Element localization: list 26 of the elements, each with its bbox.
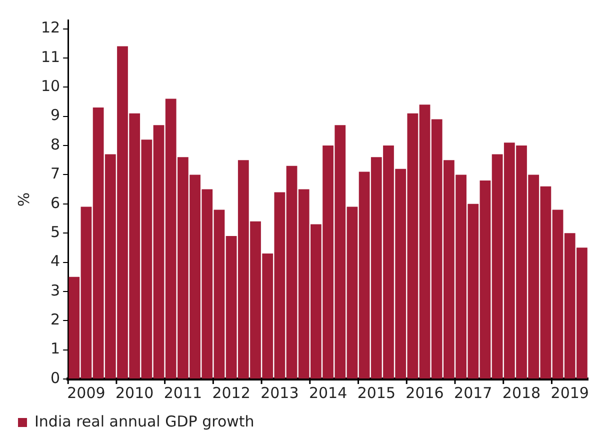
y-tick-label: 11: [40, 48, 60, 66]
y-tick-label: 10: [40, 77, 60, 96]
y-tick-label: 9: [50, 106, 60, 124]
x-tick-label: 2016: [406, 384, 444, 402]
y-tick-label: 3: [50, 281, 60, 300]
y-tick-label: 1: [50, 340, 60, 358]
x-tick-label: 2017: [454, 384, 492, 402]
y-tick-label: 2: [50, 310, 60, 329]
x-tick-label: 2009: [67, 384, 106, 402]
x-tick-label: 2014: [308, 384, 348, 402]
y-tick-label: 12: [40, 18, 60, 37]
y-tick-label: 7: [50, 164, 60, 183]
x-tick-label: 2012: [212, 384, 250, 402]
y-tick-label: 8: [50, 135, 60, 154]
y-axis-title: %: [14, 192, 33, 207]
x-tick-label: 2018: [502, 384, 541, 402]
y-tick-label: 0: [50, 368, 60, 387]
y-tick-label: 6: [50, 194, 60, 212]
x-tick-label: 2015: [357, 384, 396, 402]
legend-label: India real annual GDP growth: [34, 412, 254, 430]
x-tick-label: 2011: [164, 384, 202, 402]
x-tick-label: 2010: [115, 384, 154, 402]
x-tick-label: 2013: [260, 384, 299, 402]
y-tick-label: 5: [50, 222, 60, 241]
x-tick-label: 2019: [550, 384, 589, 402]
y-tick-label: 4: [50, 252, 60, 270]
